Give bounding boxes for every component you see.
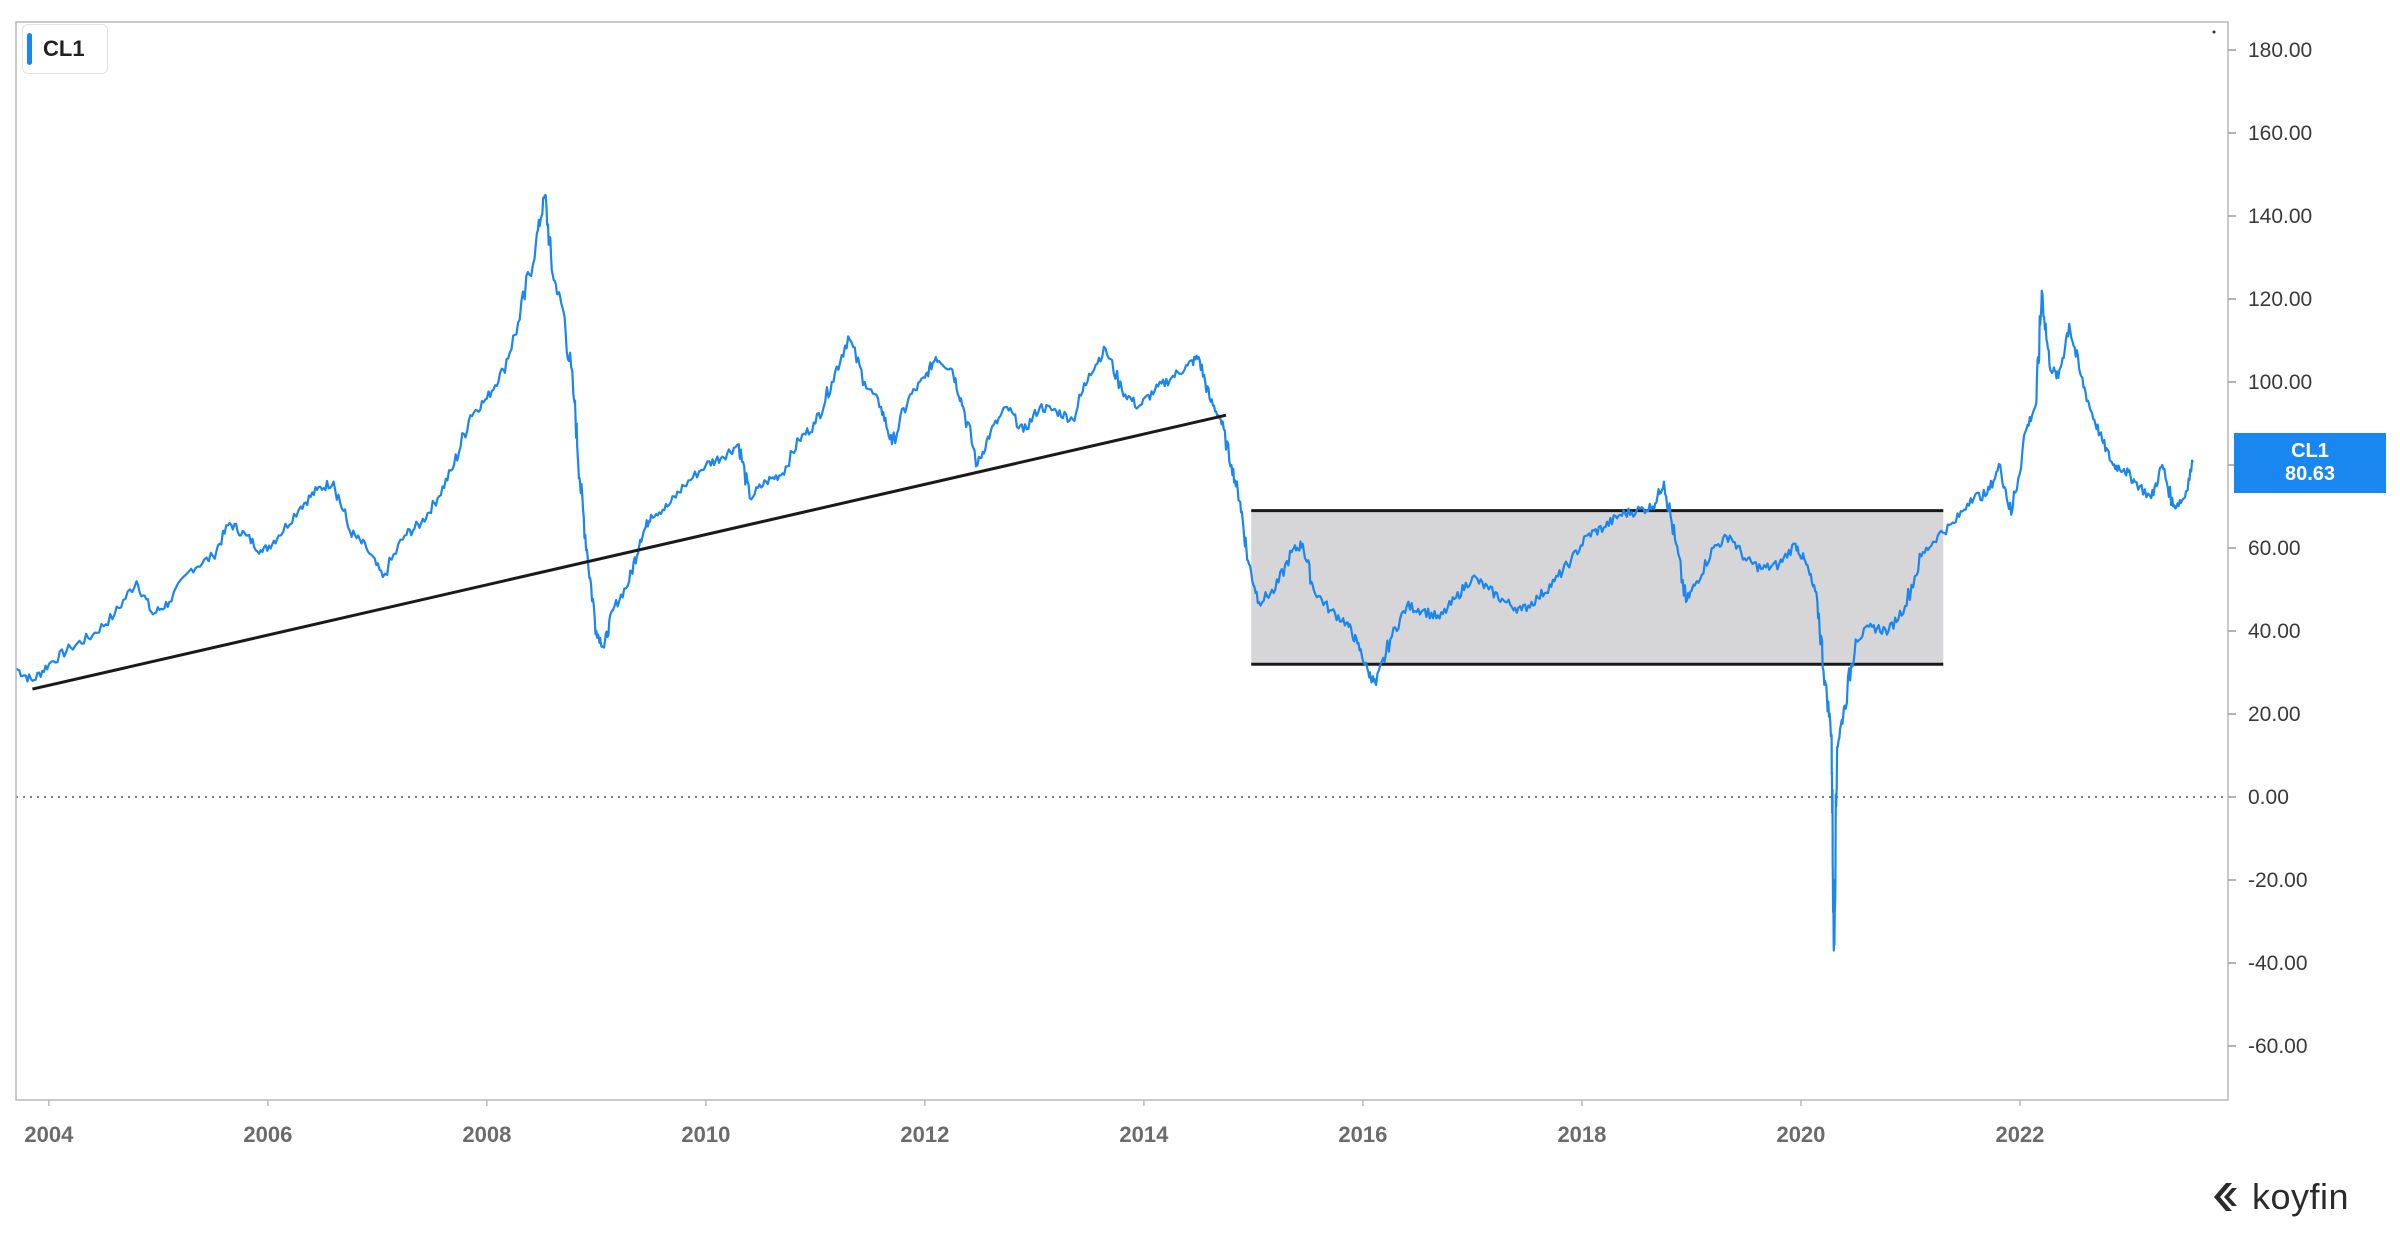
y-tick-label: 180.00 bbox=[2248, 39, 2312, 62]
x-tick-label: 2012 bbox=[900, 1122, 949, 1147]
legend[interactable]: CL1 bbox=[22, 24, 108, 74]
last-price-value: 80.63 bbox=[2284, 463, 2336, 485]
plot-frame bbox=[15, 21, 2229, 1101]
y-tick-label: 60.00 bbox=[2248, 537, 2301, 560]
x-tick-label: 2006 bbox=[243, 1122, 292, 1147]
x-tick-label: 2022 bbox=[1995, 1122, 2044, 1147]
legend-color-swatch bbox=[27, 33, 32, 65]
y-tick-label: 140.00 bbox=[2248, 205, 2312, 228]
y-tick-label: -20.00 bbox=[2248, 869, 2308, 892]
koyfin-mark-icon bbox=[2214, 1183, 2237, 1211]
range-box bbox=[1251, 510, 1944, 665]
y-tick-label: -60.00 bbox=[2248, 1035, 2308, 1058]
y-tick-label: 160.00 bbox=[2248, 122, 2312, 145]
trendline bbox=[32, 413, 1227, 691]
y-tick-label: 0.00 bbox=[2248, 786, 2289, 809]
y-tick-label: 40.00 bbox=[2248, 620, 2301, 643]
series-line-cl1 bbox=[15, 194, 2194, 952]
koyfin-wordmark: koyfin bbox=[2252, 1176, 2350, 1217]
plot-area bbox=[15, 194, 2228, 952]
last-price-series-name: CL1 bbox=[2291, 440, 2329, 462]
axes: 180.00160.00140.00120.00100.0080.0060.00… bbox=[15, 21, 2312, 1147]
x-tick-label: 2018 bbox=[1557, 1122, 1606, 1147]
last-price-tag: CL1 80.63 bbox=[2234, 433, 2386, 493]
x-tick-label: 2010 bbox=[681, 1122, 730, 1147]
koyfin-logo: koyfin bbox=[2206, 1176, 2349, 1218]
y-tick-label: -40.00 bbox=[2248, 952, 2308, 975]
x-tick-label: 2020 bbox=[1776, 1122, 1825, 1147]
legend-label: CL1 bbox=[43, 36, 85, 61]
y-tick-label: 100.00 bbox=[2248, 371, 2312, 394]
x-tick-label: 2016 bbox=[1338, 1122, 1387, 1147]
x-tick-label: 2008 bbox=[462, 1122, 511, 1147]
y-tick-label: 20.00 bbox=[2248, 703, 2301, 726]
corner-dot bbox=[2212, 30, 2216, 34]
y-tick-label: 120.00 bbox=[2248, 288, 2312, 311]
x-tick-label: 2004 bbox=[24, 1122, 74, 1147]
x-tick-label: 2014 bbox=[1119, 1122, 1169, 1147]
